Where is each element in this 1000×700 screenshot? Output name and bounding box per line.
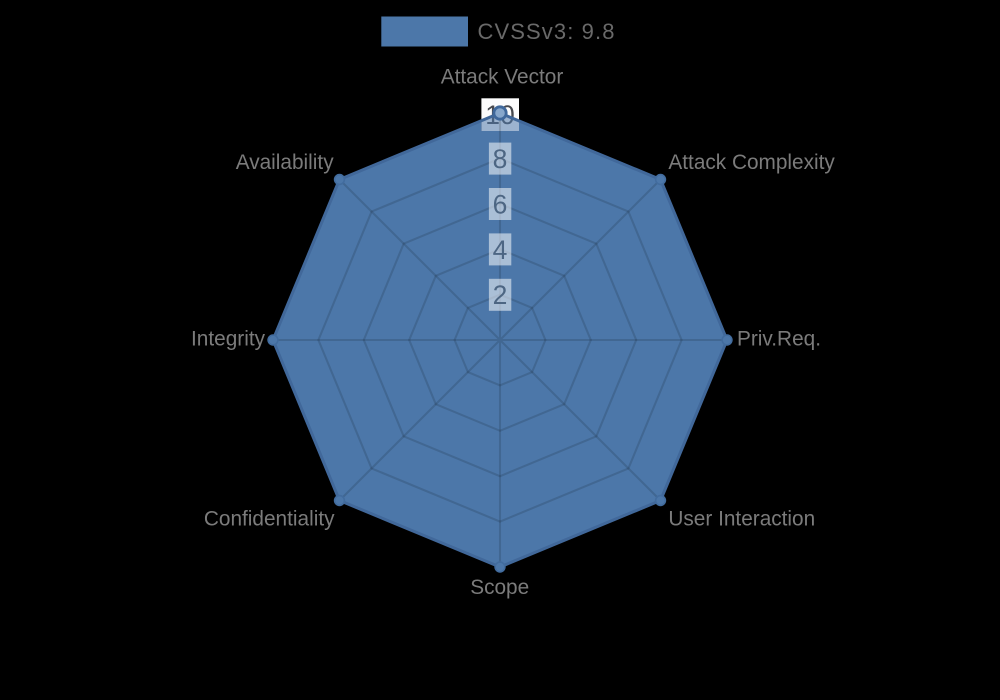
svg-text:2: 2 [493,280,508,310]
svg-text:Priv.Req.: Priv.Req. [737,328,821,351]
svg-text:Confidentiality: Confidentiality [204,508,335,531]
svg-text:Attack Vector: Attack Vector [441,65,564,88]
svg-text:Attack Complexity: Attack Complexity [668,151,835,174]
svg-text:Availability: Availability [236,151,334,174]
svg-text:CVSSv3: 9.8: CVSSv3: 9.8 [478,19,616,44]
svg-text:Scope: Scope [470,576,529,599]
svg-text:Integrity: Integrity [191,328,266,351]
svg-text:User Interaction: User Interaction [668,508,815,531]
svg-text:4: 4 [493,235,508,265]
svg-text:8: 8 [493,144,508,174]
svg-text:6: 6 [493,189,508,219]
